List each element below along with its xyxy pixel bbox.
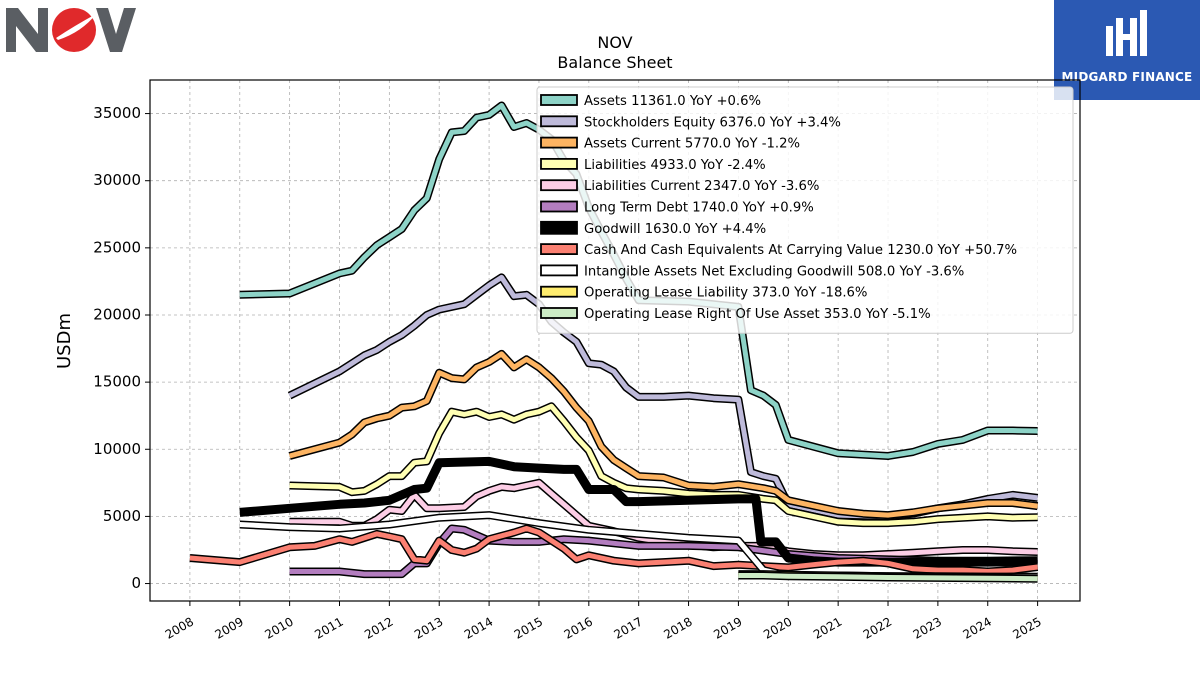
y-tick-label-6: 30000 <box>93 171 141 189</box>
x-tick-label-12: 2020 <box>761 615 794 642</box>
midgard-finance-logo: MIDGARD FINANCE <box>1054 0 1200 100</box>
y-tick-label-5: 25000 <box>93 238 141 256</box>
y-tick-label-1: 5000 <box>103 507 141 525</box>
legend-swatch-9 <box>540 285 578 298</box>
legend-label-3: Liabilities 4933.0 YoY -2.4% <box>584 158 766 173</box>
legend-swatch-10 <box>540 307 578 319</box>
legend-swatch-0 <box>540 94 578 106</box>
chart-subtitle: Balance Sheet <box>557 53 672 72</box>
series-7 <box>189 524 1039 576</box>
y-tick-label-3: 15000 <box>93 373 141 391</box>
legend-swatch-3 <box>540 157 578 170</box>
x-tick-label-9: 2017 <box>611 615 644 642</box>
plot-frame <box>149 79 1081 602</box>
legend-swatch-2 <box>540 136 578 149</box>
legend-label-7: Cash And Cash Equivalents At Carrying Va… <box>584 243 1017 258</box>
x-tick-label-6: 2014 <box>462 615 495 642</box>
legend-label-4: Liabilities Current 2347.0 YoY -3.6% <box>584 179 819 194</box>
chart-title: NOV <box>597 33 632 52</box>
legend-label-6: Goodwill 1630.0 YoY +4.4% <box>584 222 766 237</box>
legend-swatch-7 <box>540 243 578 256</box>
legend-label-8: Intangible Assets Net Excluding Goodwill… <box>584 264 964 279</box>
midgard-finance-brand: MIDGARD FINANCE <box>1061 70 1193 84</box>
x-tick-label-4: 2012 <box>362 615 395 642</box>
x-tick-label-11: 2019 <box>711 615 744 642</box>
x-tick-label-2: 2010 <box>262 615 295 642</box>
x-tick-label-5: 2013 <box>412 615 445 642</box>
legend-label-0: Assets 11361.0 YoY +0.6% <box>584 94 761 109</box>
series-line-3 <box>289 403 1038 526</box>
legend-label-1: Stockholders Equity 6376.0 YoY +3.4% <box>584 115 841 130</box>
legend: Assets 11361.0 YoY +0.6% Stockholders Equ… <box>536 86 1074 334</box>
x-tick-label-15: 2023 <box>911 615 944 642</box>
x-tick-label-17: 2025 <box>1010 615 1043 642</box>
legend-swatch-6 <box>540 220 578 235</box>
x-tick-label-1: 2009 <box>213 615 246 642</box>
series-3 <box>289 402 1038 528</box>
x-tick-label-10: 2018 <box>661 615 694 642</box>
x-tick-label-13: 2021 <box>811 615 844 642</box>
legend-label-9: Operating Lease Liability 373.0 YoY -18.… <box>584 286 867 301</box>
x-tick-label-16: 2024 <box>961 615 994 642</box>
x-tick-label-3: 2011 <box>312 615 345 642</box>
series-line-10 <box>738 573 1038 582</box>
legend-swatch-1 <box>540 115 578 128</box>
legend-label-2: Assets Current 5770.0 YoY -1.2% <box>584 137 800 152</box>
x-tick-label-7: 2015 <box>512 615 545 642</box>
legend-box <box>536 86 1074 334</box>
y-tick-label-7: 35000 <box>93 104 141 122</box>
series-2 <box>288 349 1039 520</box>
legend-label-10: Operating Lease Right Of Use Asset 353.0… <box>584 307 931 322</box>
x-tick-label-8: 2016 <box>562 615 595 642</box>
y-tick-label-4: 20000 <box>93 305 141 323</box>
series-line-2 <box>288 351 1038 518</box>
legend-swatch-4 <box>540 179 578 192</box>
series-10 <box>738 571 1038 583</box>
series-4 <box>289 478 1038 560</box>
y-axis-label: USDm <box>54 313 75 369</box>
midgard-logo-mark-icon <box>1106 10 1147 56</box>
series-line-4 <box>289 480 1038 558</box>
legend-swatch-8 <box>540 264 578 277</box>
nov-logo <box>6 8 136 52</box>
x-tick-label-14: 2022 <box>861 615 894 642</box>
y-tick-label-0: 0 <box>131 574 141 592</box>
legend-swatch-5 <box>540 200 578 213</box>
y-tick-label-2: 10000 <box>93 440 141 458</box>
legend-label-5: Long Term Debt 1740.0 YoY +0.9% <box>584 201 814 216</box>
series-layer <box>189 101 1039 583</box>
series-line-7 <box>189 526 1038 574</box>
x-tick-label-0: 2008 <box>163 615 196 642</box>
